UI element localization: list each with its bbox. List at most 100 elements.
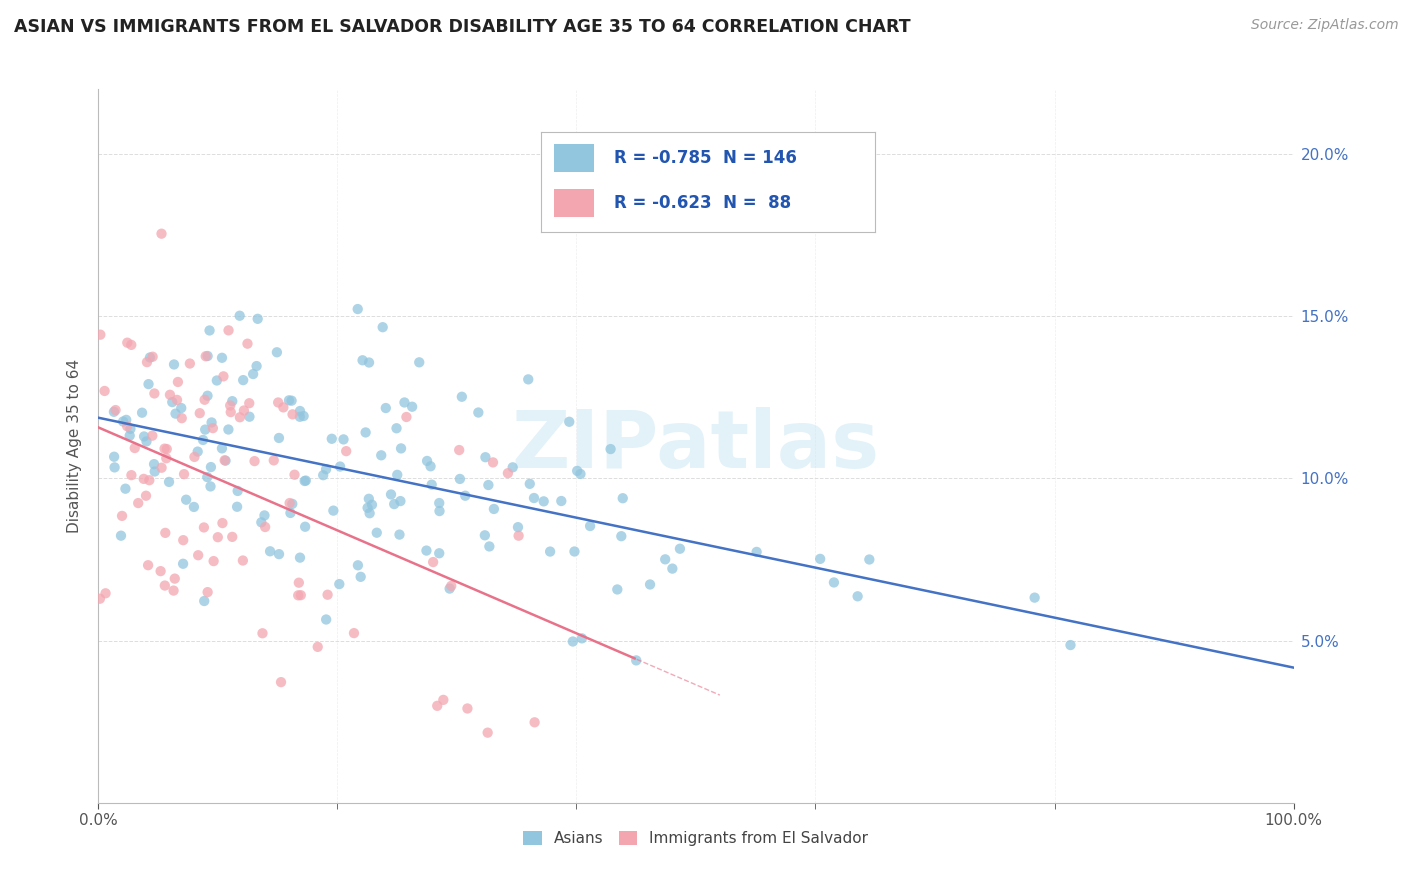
Point [599,442,621,456]
Point [232,373,254,387]
Point [385,421,408,435]
Point [156,442,179,456]
Point [149,564,172,578]
Point [114,482,136,496]
Point [420,477,443,491]
Point [346,301,368,316]
Point [120,468,142,483]
Point [354,425,377,440]
Point [449,472,471,486]
Point [288,409,311,424]
Point [315,462,337,476]
Point [221,530,243,544]
Point [1024,591,1046,605]
Point [226,483,249,498]
Point [357,355,380,369]
Point [280,393,302,408]
Point [207,530,229,544]
Point [200,416,222,430]
Point [194,349,217,363]
Point [217,423,239,437]
Point [478,540,501,554]
Point [166,392,188,407]
Point [389,494,412,508]
Point [283,467,305,482]
Point [174,492,197,507]
Point [288,404,311,418]
Point [221,394,243,409]
Point [432,693,454,707]
Point [183,500,205,514]
Point [387,467,409,482]
Point [569,467,592,481]
Point [103,405,125,419]
Point [115,419,138,434]
Point [187,444,209,458]
Point [132,472,155,486]
Point [328,577,350,591]
Point [278,393,301,408]
Point [415,543,437,558]
Point [312,468,335,483]
Point [117,335,139,350]
Point [120,338,142,352]
Point [197,585,219,599]
Point [173,467,195,482]
Point [246,311,269,326]
Point [533,494,555,508]
Point [519,476,541,491]
Point [329,459,352,474]
Point [131,406,153,420]
Point [259,544,281,558]
Point [322,503,344,517]
Point [343,626,366,640]
Point [170,411,193,425]
Point [538,544,561,558]
Point [550,494,572,508]
Point [198,323,221,337]
Point [450,390,472,404]
Point [846,590,869,604]
Point [654,552,676,566]
Point [267,431,290,445]
Point [232,403,254,417]
Point [281,408,304,422]
Point [252,626,274,640]
Point [626,653,648,667]
Point [157,475,180,489]
Point [115,413,138,427]
Point [170,401,193,415]
Point [567,464,589,478]
Point [281,497,304,511]
Point [138,473,160,487]
Point [214,453,236,467]
Point [143,457,166,471]
Point [382,497,405,511]
Point [211,516,233,530]
Point [374,401,396,415]
Text: Source: ZipAtlas.com: Source: ZipAtlas.com [1251,18,1399,32]
Point [357,491,380,506]
Point [218,323,240,337]
Point [229,410,252,425]
Point [394,395,416,409]
Point [267,395,290,409]
Point [427,546,450,560]
Point [496,466,519,480]
Point [143,465,166,479]
Point [408,355,430,369]
Point [193,594,215,608]
Point [280,506,302,520]
Point [366,525,388,540]
Point [162,583,184,598]
Point [135,489,157,503]
Point [352,353,374,368]
Point [245,359,267,373]
Point [127,496,149,510]
Point [226,500,249,514]
Point [350,570,373,584]
Point [111,508,134,523]
Point [118,428,141,442]
Point [579,519,602,533]
Point [120,422,142,436]
